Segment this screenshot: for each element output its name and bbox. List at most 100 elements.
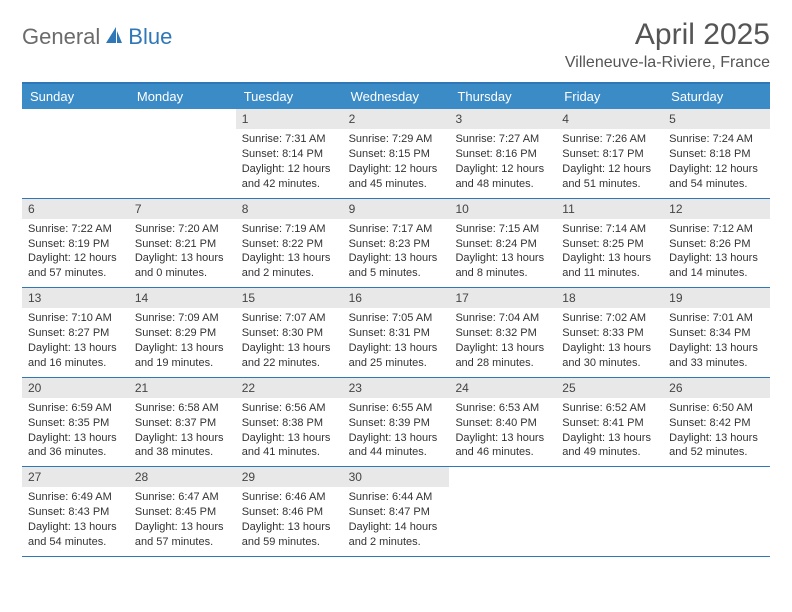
- cell-body: Sunrise: 7:27 AMSunset: 8:16 PMDaylight:…: [449, 129, 556, 197]
- sunrise-text: Sunrise: 7:19 AM: [242, 222, 337, 237]
- day-number: 16: [343, 288, 450, 308]
- sunrise-text: Sunrise: 7:01 AM: [669, 311, 764, 326]
- daylight-text: Daylight: 12 hours and 51 minutes.: [562, 162, 657, 192]
- sunrise-text: Sunrise: 6:58 AM: [135, 401, 230, 416]
- cell-body: Sunrise: 7:24 AMSunset: 8:18 PMDaylight:…: [663, 129, 770, 197]
- sunrise-text: Sunrise: 7:04 AM: [455, 311, 550, 326]
- day-number: 17: [449, 288, 556, 308]
- sunset-text: Sunset: 8:24 PM: [455, 237, 550, 252]
- logo-sail-icon: [104, 25, 124, 50]
- day-number: 28: [129, 467, 236, 487]
- daylight-text: Daylight: 12 hours and 54 minutes.: [669, 162, 764, 192]
- daylight-text: Daylight: 13 hours and 2 minutes.: [242, 251, 337, 281]
- daylight-text: Daylight: 13 hours and 49 minutes.: [562, 431, 657, 461]
- sunrise-text: Sunrise: 7:05 AM: [349, 311, 444, 326]
- cell-body: Sunrise: 7:15 AMSunset: 8:24 PMDaylight:…: [449, 219, 556, 287]
- day-number: 18: [556, 288, 663, 308]
- daylight-text: Daylight: 13 hours and 41 minutes.: [242, 431, 337, 461]
- cell-body: Sunrise: 6:53 AMSunset: 8:40 PMDaylight:…: [449, 398, 556, 466]
- sunrise-text: Sunrise: 7:10 AM: [28, 311, 123, 326]
- calendar-cell: 23Sunrise: 6:55 AMSunset: 8:39 PMDayligh…: [343, 378, 450, 467]
- sunset-text: Sunset: 8:32 PM: [455, 326, 550, 341]
- calendar-cell: 15Sunrise: 7:07 AMSunset: 8:30 PMDayligh…: [236, 288, 343, 377]
- logo-text-general: General: [22, 24, 100, 50]
- cell-body: Sunrise: 7:14 AMSunset: 8:25 PMDaylight:…: [556, 219, 663, 287]
- sunset-text: Sunset: 8:35 PM: [28, 416, 123, 431]
- calendar-cell: 18Sunrise: 7:02 AMSunset: 8:33 PMDayligh…: [556, 288, 663, 377]
- cell-body: Sunrise: 7:04 AMSunset: 8:32 PMDaylight:…: [449, 308, 556, 376]
- sunrise-text: Sunrise: 7:29 AM: [349, 132, 444, 147]
- sunrise-text: Sunrise: 6:59 AM: [28, 401, 123, 416]
- calendar-cell: .: [22, 109, 129, 198]
- calendar-cell: 3Sunrise: 7:27 AMSunset: 8:16 PMDaylight…: [449, 109, 556, 198]
- cell-body: Sunrise: 7:20 AMSunset: 8:21 PMDaylight:…: [129, 219, 236, 287]
- day-header-row: Sunday Monday Tuesday Wednesday Thursday…: [22, 84, 770, 109]
- daylight-text: Daylight: 12 hours and 48 minutes.: [455, 162, 550, 192]
- calendar-cell: 20Sunrise: 6:59 AMSunset: 8:35 PMDayligh…: [22, 378, 129, 467]
- cell-body: Sunrise: 7:22 AMSunset: 8:19 PMDaylight:…: [22, 219, 129, 287]
- cell-body: Sunrise: 6:44 AMSunset: 8:47 PMDaylight:…: [343, 487, 450, 555]
- calendar-cell: 17Sunrise: 7:04 AMSunset: 8:32 PMDayligh…: [449, 288, 556, 377]
- sunrise-text: Sunrise: 7:22 AM: [28, 222, 123, 237]
- calendar-cell: 27Sunrise: 6:49 AMSunset: 8:43 PMDayligh…: [22, 467, 129, 556]
- calendar-cell: 7Sunrise: 7:20 AMSunset: 8:21 PMDaylight…: [129, 199, 236, 288]
- calendar-cell: 13Sunrise: 7:10 AMSunset: 8:27 PMDayligh…: [22, 288, 129, 377]
- cell-body: Sunrise: 7:26 AMSunset: 8:17 PMDaylight:…: [556, 129, 663, 197]
- weeks-container: ..1Sunrise: 7:31 AMSunset: 8:14 PMDaylig…: [22, 109, 770, 557]
- week-row: 13Sunrise: 7:10 AMSunset: 8:27 PMDayligh…: [22, 288, 770, 378]
- daylight-text: Daylight: 13 hours and 59 minutes.: [242, 520, 337, 550]
- calendar-cell: 22 Sunrise: 6:56 AMSunset: 8:38 PMDayligh…: [236, 378, 343, 467]
- location: Villeneuve-la-Riviere, France: [565, 54, 770, 72]
- daylight-text: Daylight: 13 hours and 25 minutes.: [349, 341, 444, 371]
- day-header-fri: Friday: [556, 84, 663, 109]
- sunset-text: Sunset: 8:15 PM: [349, 147, 444, 162]
- day-number: 23: [343, 378, 450, 398]
- week-row: 6Sunrise: 7:22 AMSunset: 8:19 PMDaylight…: [22, 199, 770, 289]
- calendar-cell: 5Sunrise: 7:24 AMSunset: 8:18 PMDaylight…: [663, 109, 770, 198]
- cell-body: Sunrise: 7:05 AMSunset: 8:31 PMDaylight:…: [343, 308, 450, 376]
- day-header-tue: Tuesday: [236, 84, 343, 109]
- day-number: 2: [343, 109, 450, 129]
- sunrise-text: Sunrise: 7:02 AM: [562, 311, 657, 326]
- daylight-text: Daylight: 13 hours and 44 minutes.: [349, 431, 444, 461]
- daylight-text: Daylight: 13 hours and 11 minutes.: [562, 251, 657, 281]
- daylight-text: Daylight: 13 hours and 28 minutes.: [455, 341, 550, 371]
- sunrise-text: Sunrise: 7:07 AM: [242, 311, 337, 326]
- sunset-text: Sunset: 8:38 PM: [242, 416, 337, 431]
- day-number: 26: [663, 378, 770, 398]
- sunset-text: Sunset: 8:16 PM: [455, 147, 550, 162]
- sunset-text: Sunset: 8:23 PM: [349, 237, 444, 252]
- daylight-text: Daylight: 13 hours and 36 minutes.: [28, 431, 123, 461]
- daylight-text: Daylight: 13 hours and 54 minutes.: [28, 520, 123, 550]
- logo-text-blue: Blue: [128, 24, 172, 50]
- calendar-cell: 24Sunrise: 6:53 AMSunset: 8:40 PMDayligh…: [449, 378, 556, 467]
- sunset-text: Sunset: 8:17 PM: [562, 147, 657, 162]
- day-header-sat: Saturday: [663, 84, 770, 109]
- sunset-text: Sunset: 8:14 PM: [242, 147, 337, 162]
- daylight-text: Daylight: 13 hours and 19 minutes.: [135, 341, 230, 371]
- sunset-text: Sunset: 8:22 PM: [242, 237, 337, 252]
- calendar-cell: 6Sunrise: 7:22 AMSunset: 8:19 PMDaylight…: [22, 199, 129, 288]
- daylight-text: Daylight: 13 hours and 38 minutes.: [135, 431, 230, 461]
- daylight-text: Daylight: 13 hours and 8 minutes.: [455, 251, 550, 281]
- sunset-text: Sunset: 8:37 PM: [135, 416, 230, 431]
- week-row: 20Sunrise: 6:59 AMSunset: 8:35 PMDayligh…: [22, 378, 770, 468]
- sunset-text: Sunset: 8:21 PM: [135, 237, 230, 252]
- daylight-text: Daylight: 13 hours and 33 minutes.: [669, 341, 764, 371]
- day-number: 22: [236, 378, 343, 398]
- day-number: 7: [129, 199, 236, 219]
- daylight-text: Daylight: 13 hours and 46 minutes.: [455, 431, 550, 461]
- sunrise-text: Sunrise: 7:26 AM: [562, 132, 657, 147]
- sunset-text: Sunset: 8:29 PM: [135, 326, 230, 341]
- day-number: 21: [129, 378, 236, 398]
- sunrise-text: Sunrise: 7:17 AM: [349, 222, 444, 237]
- sunrise-text: Sunrise: 6:56 AM: [242, 401, 337, 416]
- calendar-cell: 19Sunrise: 7:01 AMSunset: 8:34 PMDayligh…: [663, 288, 770, 377]
- calendar-cell: 2Sunrise: 7:29 AMSunset: 8:15 PMDaylight…: [343, 109, 450, 198]
- sunset-text: Sunset: 8:40 PM: [455, 416, 550, 431]
- day-number: 12: [663, 199, 770, 219]
- day-number: 4: [556, 109, 663, 129]
- day-header-mon: Monday: [129, 84, 236, 109]
- calendar-cell: .: [663, 467, 770, 556]
- sunset-text: Sunset: 8:47 PM: [349, 505, 444, 520]
